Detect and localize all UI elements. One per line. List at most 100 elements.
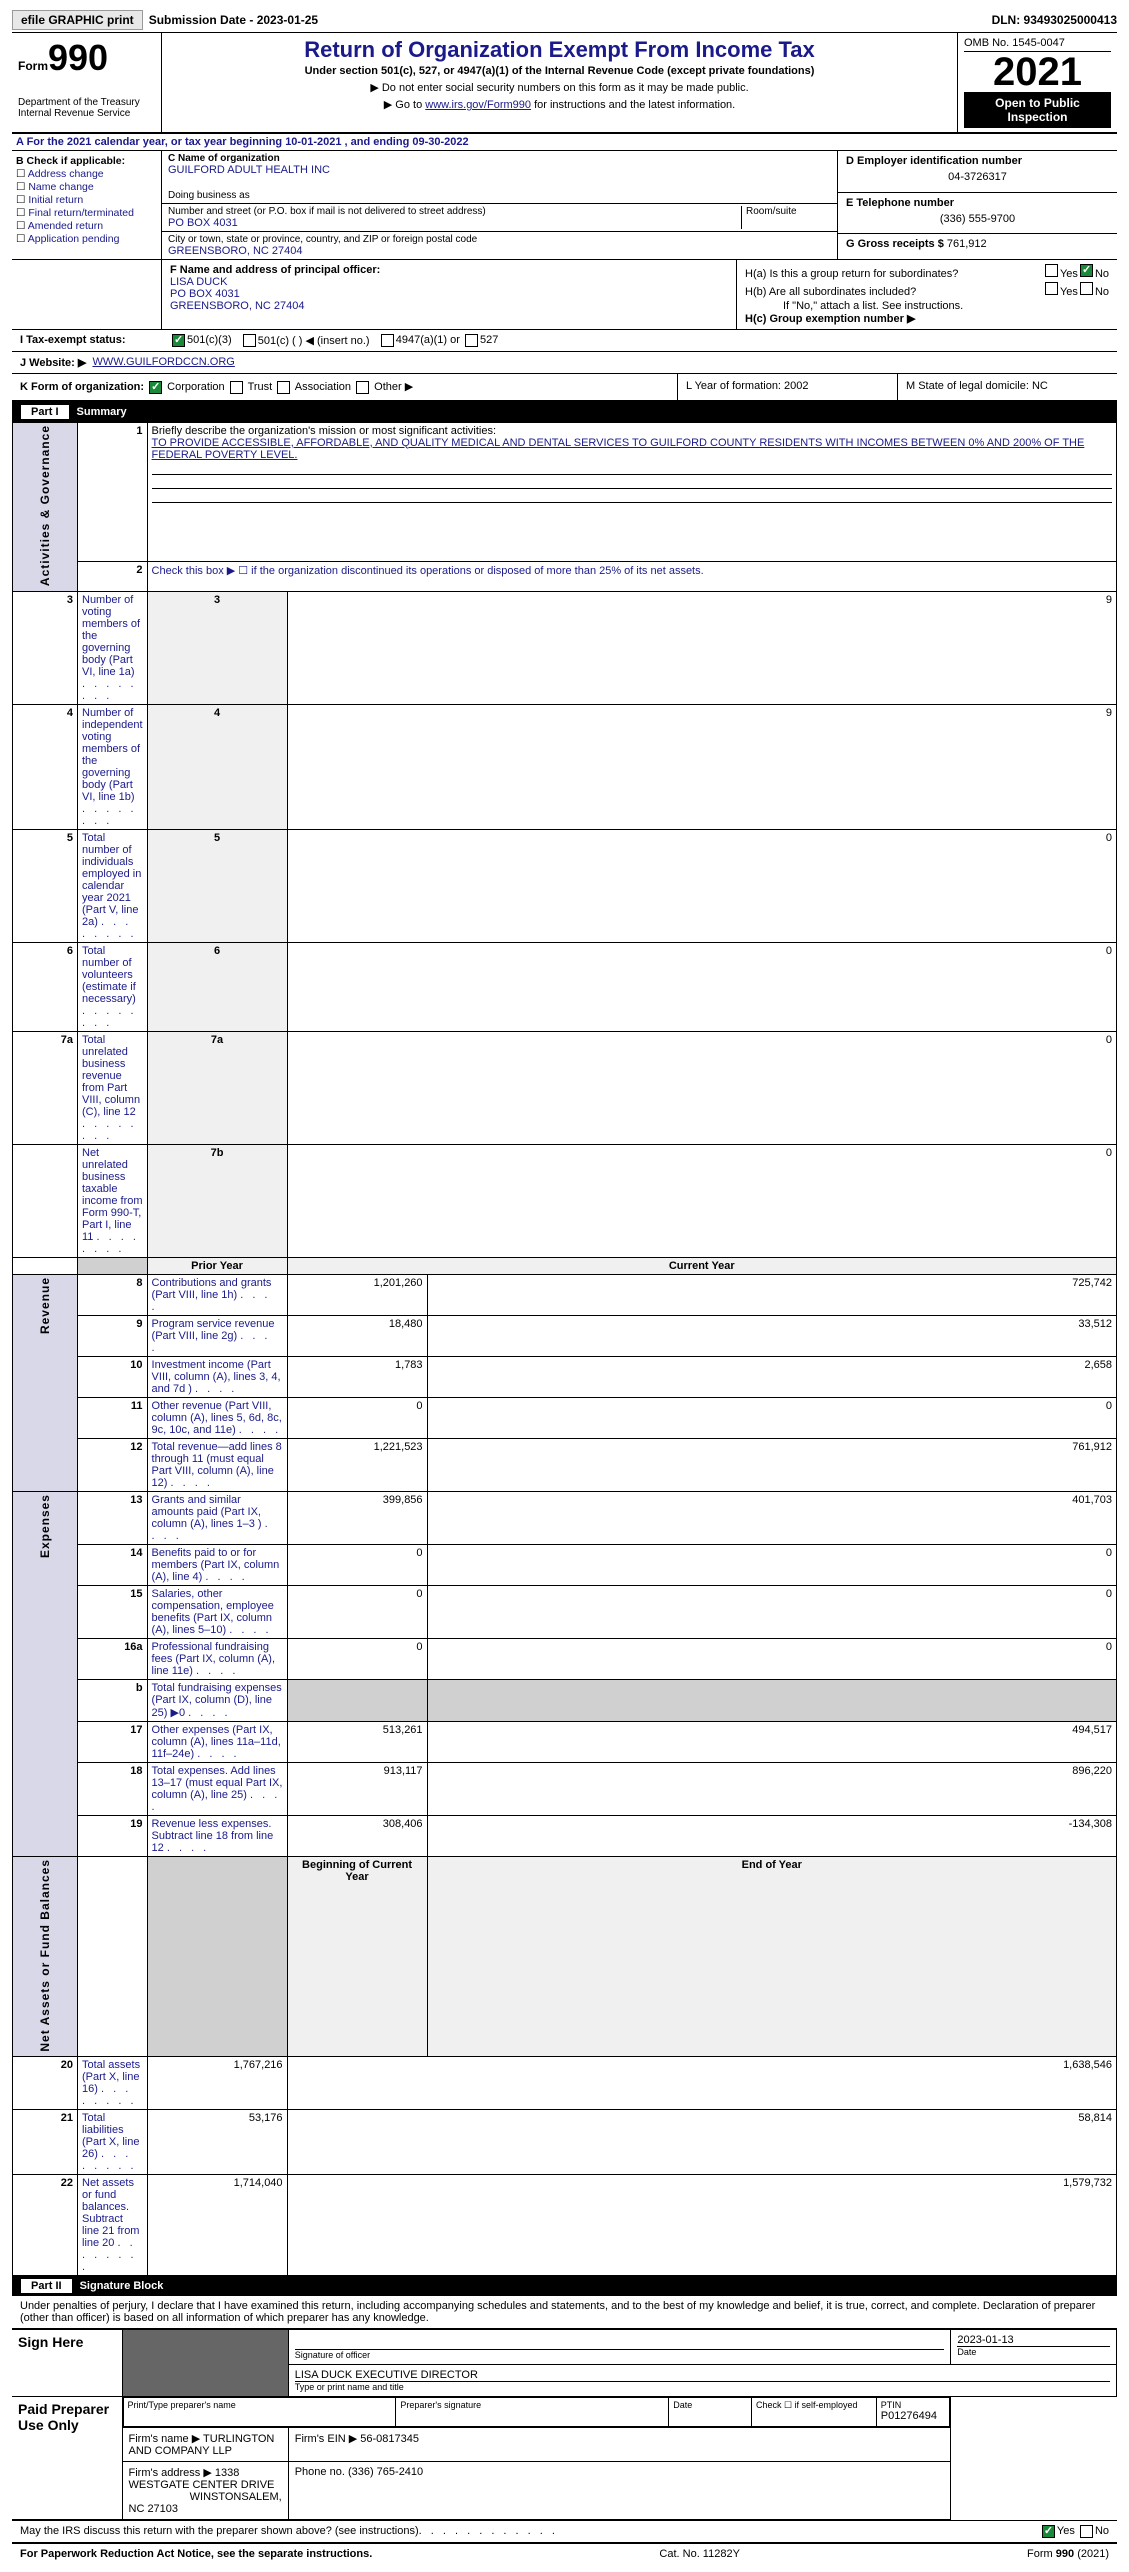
line-number: 11 bbox=[78, 1397, 148, 1438]
efile-print-button[interactable]: efile GRAPHIC print bbox=[12, 10, 143, 30]
sig-date: 2023-01-13 bbox=[957, 2334, 1110, 2347]
sidebar-activities: Activities & Governance bbox=[13, 422, 78, 591]
line-desc: Total assets (Part X, line 16) . . . . .… bbox=[78, 2057, 148, 2110]
firm-ein-label: Firm's EIN ▶ bbox=[295, 2433, 358, 2445]
addr-label: Number and street (or P.O. box if mail i… bbox=[168, 206, 741, 217]
sidebar-expenses: Expenses bbox=[13, 1491, 78, 1856]
line-number: 6 bbox=[13, 942, 78, 1031]
org-other-checkbox[interactable] bbox=[356, 381, 369, 394]
sign-here-label: Sign Here bbox=[12, 2330, 122, 2397]
current-year-value: 761,912 bbox=[427, 1438, 1116, 1491]
prior-year-value: 1,221,523 bbox=[287, 1438, 427, 1491]
end-year-value: 1,638,546 bbox=[287, 2057, 1116, 2110]
hb-yes-checkbox[interactable] bbox=[1045, 282, 1058, 295]
org-name-label: C Name of organization bbox=[168, 153, 831, 164]
sidebar-revenue: Revenue bbox=[13, 1274, 78, 1491]
room-label: Room/suite bbox=[746, 206, 831, 217]
line-desc: Contributions and grants (Part VIII, lin… bbox=[147, 1274, 287, 1315]
org-trust-checkbox[interactable] bbox=[230, 381, 243, 394]
hb-no-checkbox[interactable] bbox=[1080, 282, 1093, 295]
tax-status-4947[interactable] bbox=[381, 334, 394, 347]
line-desc: Total number of individuals employed in … bbox=[78, 829, 148, 942]
discuss-no-checkbox[interactable] bbox=[1080, 2525, 1093, 2538]
prior-year-value: 513,261 bbox=[287, 1721, 427, 1762]
sign-arrow-icon bbox=[122, 2330, 288, 2397]
prior-year-value: 0 bbox=[287, 1544, 427, 1585]
prior-year-value: 913,117 bbox=[287, 1762, 427, 1815]
beginning-year-value: 53,176 bbox=[147, 2110, 287, 2175]
dln: DLN: 93493025000413 bbox=[992, 13, 1117, 27]
form-title: Return of Organization Exempt From Incom… bbox=[168, 37, 951, 63]
tax-status-501c[interactable] bbox=[243, 334, 256, 347]
firm-name-label: Firm's name ▶ bbox=[129, 2433, 201, 2445]
prior-year-value: 1,201,260 bbox=[287, 1274, 427, 1315]
line-box: 5 bbox=[147, 829, 287, 942]
ha-yes-checkbox[interactable] bbox=[1045, 264, 1058, 277]
line-number: 9 bbox=[78, 1315, 148, 1356]
line-box: 6 bbox=[147, 942, 287, 1031]
current-year-value: 2,658 bbox=[427, 1356, 1116, 1397]
current-year-value: 896,220 bbox=[427, 1762, 1116, 1815]
prior-year-value bbox=[287, 1679, 427, 1721]
line-box: 4 bbox=[147, 704, 287, 829]
check-self-employed[interactable]: Check ☐ if self-employed bbox=[756, 2400, 872, 2411]
check-address-change[interactable]: Address change bbox=[16, 168, 157, 180]
prior-year-value: 18,480 bbox=[287, 1315, 427, 1356]
check-amended-return[interactable]: Amended return bbox=[16, 220, 157, 232]
col-end-year: End of Year bbox=[427, 1856, 1116, 2057]
line-number: 15 bbox=[78, 1585, 148, 1638]
line-box: 3 bbox=[147, 591, 287, 704]
ha-no-checkbox[interactable] bbox=[1080, 264, 1093, 277]
prior-year-value: 0 bbox=[287, 1638, 427, 1679]
current-year-value: 0 bbox=[427, 1397, 1116, 1438]
discuss-yes-checkbox[interactable] bbox=[1042, 2525, 1055, 2538]
line-number: 18 bbox=[78, 1762, 148, 1815]
line-box: 7a bbox=[147, 1031, 287, 1144]
line-value: 9 bbox=[287, 704, 1116, 829]
line-number: 22 bbox=[13, 2175, 78, 2276]
footer-right: Form 990 (2021) bbox=[1027, 2548, 1109, 2560]
website-link[interactable]: WWW.GUILFORDCCN.ORG bbox=[92, 356, 234, 369]
firm-city: WINSTONSALEM, NC 27103 bbox=[129, 2491, 282, 2515]
state-domicile: M State of legal domicile: NC bbox=[897, 374, 1117, 400]
org-assoc-checkbox[interactable] bbox=[277, 381, 290, 394]
prior-year-value: 0 bbox=[287, 1585, 427, 1638]
line-box: 7b bbox=[147, 1144, 287, 1257]
line-desc: Total number of volunteers (estimate if … bbox=[78, 942, 148, 1031]
line-desc: Number of voting members of the governin… bbox=[78, 591, 148, 704]
ha-label: H(a) Is this a group return for subordin… bbox=[745, 268, 1043, 280]
check-application-pending[interactable]: Application pending bbox=[16, 233, 157, 245]
paid-preparer-label: Paid Preparer Use Only bbox=[12, 2397, 122, 2520]
firm-ein: 56-0817345 bbox=[360, 2433, 419, 2445]
ein-label: D Employer identification number bbox=[846, 155, 1109, 167]
tax-status-527[interactable] bbox=[465, 334, 478, 347]
line-desc: Total revenue—add lines 8 through 11 (mu… bbox=[147, 1438, 287, 1491]
line-number: 20 bbox=[13, 2057, 78, 2110]
row-i-label: I Tax-exempt status: bbox=[20, 334, 170, 347]
hb-note: If "No," attach a list. See instructions… bbox=[783, 300, 1109, 312]
department: Department of the Treasury Internal Reve… bbox=[18, 97, 155, 119]
line-number: b bbox=[78, 1679, 148, 1721]
irs-link[interactable]: www.irs.gov/Form990 bbox=[425, 99, 531, 111]
line-number: 13 bbox=[78, 1491, 148, 1544]
tax-status-501c3[interactable] bbox=[172, 334, 185, 347]
line-2: Check this box ▶ ☐ if the organization d… bbox=[147, 561, 1116, 591]
beginning-year-value: 1,767,216 bbox=[147, 2057, 287, 2110]
form-subtitle: Under section 501(c), 527, or 4947(a)(1)… bbox=[168, 65, 951, 77]
line-number: 19 bbox=[78, 1815, 148, 1856]
org-corp-checkbox[interactable] bbox=[149, 381, 162, 394]
gross-receipts: 761,912 bbox=[947, 238, 987, 250]
discuss-label: May the IRS discuss this return with the… bbox=[20, 2525, 419, 2538]
line-number: 21 bbox=[13, 2110, 78, 2175]
city: GREENSBORO, NC 27404 bbox=[168, 245, 831, 257]
tel: (336) 555-9700 bbox=[846, 213, 1109, 225]
check-initial-return[interactable]: Initial return bbox=[16, 194, 157, 206]
prep-date-label: Date bbox=[673, 2400, 747, 2410]
check-name-change[interactable]: Name change bbox=[16, 181, 157, 193]
line-desc: Number of independent voting members of … bbox=[78, 704, 148, 829]
section-b-label: B Check if applicable: bbox=[16, 155, 157, 167]
tax-year: 2021 bbox=[964, 52, 1111, 92]
col-current-year: Current Year bbox=[287, 1257, 1116, 1274]
check-final-return[interactable]: Final return/terminated bbox=[16, 207, 157, 219]
sig-officer-label: Signature of officer bbox=[295, 2350, 945, 2360]
